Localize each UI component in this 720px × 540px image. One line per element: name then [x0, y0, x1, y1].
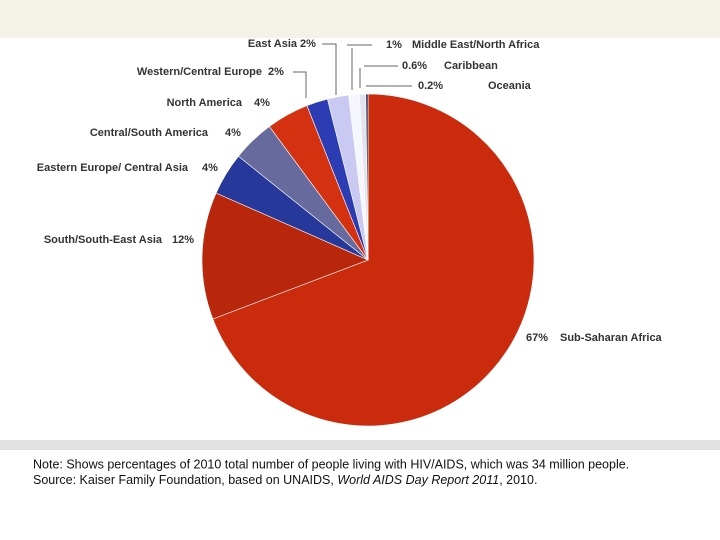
slice-label: Eastern Europe/ Central Asia [37, 162, 189, 174]
leader [322, 43, 337, 95]
slice-value: 4% [254, 97, 270, 109]
slice-label: Oceania [488, 80, 532, 92]
divider [0, 440, 720, 450]
source-year: , 2010. [499, 473, 537, 487]
slice-value: 4% [225, 127, 241, 139]
slice-value: 0.2% [418, 80, 443, 92]
pie-slice [365, 93, 369, 261]
slice-label: Western/Central Europe [137, 66, 262, 78]
leader [293, 71, 307, 98]
pie-slice [212, 93, 535, 427]
slice-value: 12% [172, 234, 194, 246]
note: Note: Shows percentages of 2010 total nu… [33, 457, 629, 471]
slice-label: East Asia [248, 38, 298, 50]
top-border [0, 0, 720, 38]
slice-value: 0.6% [402, 60, 427, 72]
source: Source: Kaiser Family Foundation, based … [33, 473, 537, 487]
slice-label: Caribbean [444, 60, 498, 72]
slice-value: 1% [386, 39, 402, 51]
slice-label: Central/South America [90, 127, 209, 139]
slice-label: North America [167, 97, 243, 109]
slice-value: 4% [202, 162, 218, 174]
source-report: World AIDS Day Report 2011 [337, 473, 499, 487]
leader-lines [293, 43, 412, 98]
slice-label: South/South-East Asia [44, 234, 163, 246]
slice-value: 67% [526, 332, 548, 344]
source-text: Source: Kaiser Family Foundation, based … [33, 473, 337, 487]
pie-slice [201, 192, 369, 320]
slice-label: Sub-Saharan Africa [560, 332, 663, 344]
slice-value: 2% [300, 38, 316, 50]
slice-value: 2% [268, 66, 284, 78]
slice-label: Middle East/North Africa [412, 39, 540, 51]
